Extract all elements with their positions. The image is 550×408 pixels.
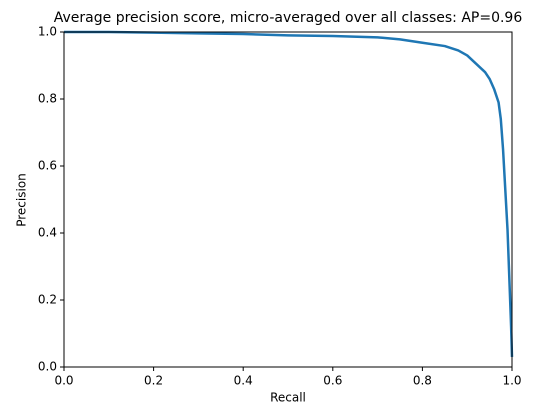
y-tick-label: 0.2 xyxy=(38,293,57,307)
series-line xyxy=(64,30,514,357)
plot-frame xyxy=(63,31,513,368)
x-tick-label: 0.4 xyxy=(234,374,253,388)
y-tick-label: 0.4 xyxy=(38,226,57,240)
y-tick-label: 0.0 xyxy=(38,360,57,374)
chart-title: Average precision score, micro-averaged … xyxy=(54,10,523,26)
x-tick-label: 0.8 xyxy=(413,374,432,388)
x-axis-label: Recall xyxy=(270,391,306,405)
y-axis-label: Precision xyxy=(15,173,29,227)
y-tick-label: 0.8 xyxy=(38,92,57,106)
y-tick-label: 1.0 xyxy=(38,25,57,39)
x-tick-label: 0.6 xyxy=(323,374,342,388)
x-tick-label: 0.0 xyxy=(54,374,73,388)
x-tick-label: 0.2 xyxy=(144,374,163,388)
x-tick-label: 1.0 xyxy=(502,374,521,388)
y-tick-label: 0.6 xyxy=(38,159,57,173)
